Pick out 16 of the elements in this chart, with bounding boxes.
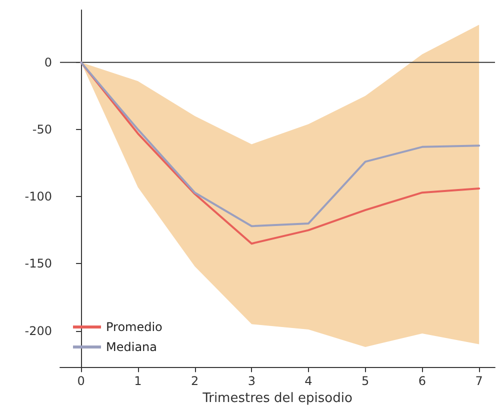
x-tick-label: 0 bbox=[77, 374, 85, 388]
x-tick-label: 4 bbox=[304, 374, 312, 388]
y-tick-label: -150 bbox=[24, 256, 52, 271]
x-tick-label: 1 bbox=[134, 374, 142, 388]
y-tick-label: -50 bbox=[32, 122, 52, 136]
x-tick-label: 3 bbox=[248, 374, 256, 388]
x-tick-label: 5 bbox=[362, 374, 370, 388]
x-tick-label: 2 bbox=[190, 374, 199, 388]
legend-label: Promedio bbox=[106, 320, 162, 334]
legend-label: Mediana bbox=[106, 340, 157, 354]
y-tick-label: 0 bbox=[44, 55, 52, 70]
y-tick-label: -200 bbox=[24, 324, 52, 338]
x-tick-label: 6 bbox=[418, 374, 426, 388]
x-axis-title: Trimestres del episodio bbox=[202, 391, 352, 406]
y-tick-label: -100 bbox=[24, 190, 52, 204]
x-tick-label: 7 bbox=[475, 374, 483, 388]
